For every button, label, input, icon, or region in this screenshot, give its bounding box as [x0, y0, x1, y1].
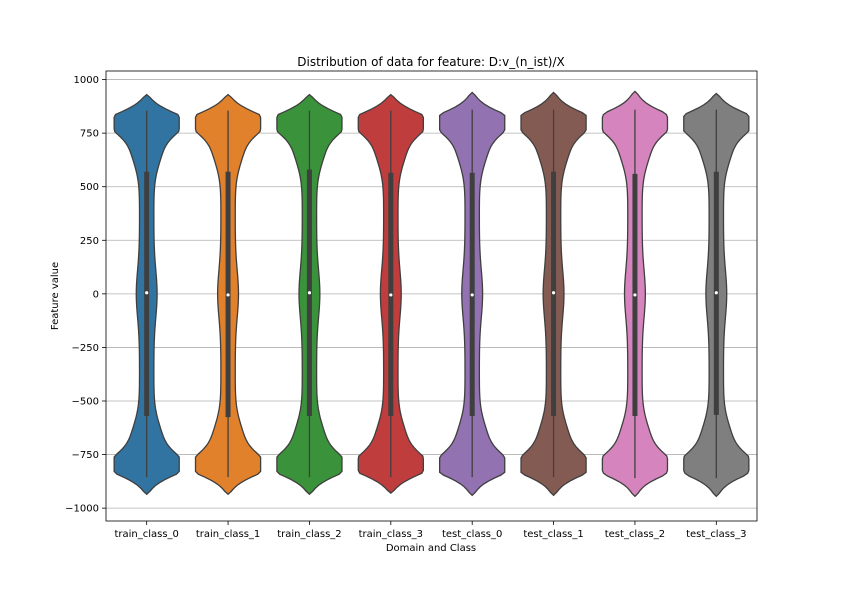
x-tick-label: test_class_0: [442, 529, 502, 540]
y-tick-label: −750: [72, 450, 99, 461]
y-axis-ticks: 1000 750 500 250 0 −250 −500 −750 −1000: [65, 75, 106, 515]
y-tick-label: −1000: [65, 504, 99, 515]
x-axis-ticks: train_class_0 train_class_1 train_class_2 t…: [114, 521, 747, 540]
y-tick-label: 250: [80, 236, 99, 247]
y-axis-label: Feature value: [50, 262, 61, 330]
median-point: [551, 291, 556, 295]
median-point: [470, 293, 474, 297]
x-tick-label: test_class_2: [605, 529, 665, 540]
violins: [113, 90, 750, 498]
x-tick-label: train_class_3: [359, 529, 423, 540]
median-point: [307, 291, 312, 295]
chart-title: Distribution of data for feature: D:v_(n…: [297, 55, 564, 69]
plot-frame: [105, 70, 758, 522]
y-tick-label: 1000: [74, 75, 99, 86]
y-tick-label: 0: [93, 289, 99, 300]
x-tick-label: test_class_1: [523, 529, 583, 540]
y-tick-label: −500: [72, 397, 99, 408]
y-tick-label: 500: [80, 182, 99, 193]
median-point: [389, 293, 393, 297]
x-tick-label: train_class_1: [196, 529, 260, 540]
median-point: [145, 291, 149, 295]
x-tick-label: train_class_2: [277, 529, 341, 540]
median-point: [226, 293, 230, 297]
grid-lines: [106, 79, 757, 509]
x-axis-label: Domain and Class: [386, 543, 476, 554]
median-point: [633, 293, 637, 297]
median-point: [714, 291, 718, 295]
x-tick-label: test_class_3: [686, 529, 746, 540]
y-tick-label: −250: [72, 343, 99, 354]
y-tick-label: 750: [80, 129, 99, 140]
x-tick-label: train_class_0: [114, 529, 178, 540]
